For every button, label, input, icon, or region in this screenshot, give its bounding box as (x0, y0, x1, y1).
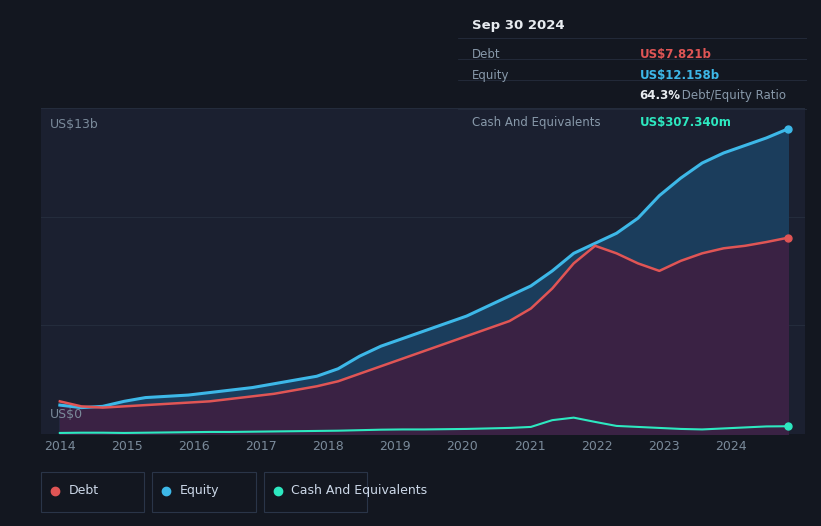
Text: US$12.158b: US$12.158b (640, 69, 720, 82)
Text: Cash And Equivalents: Cash And Equivalents (291, 484, 428, 497)
Text: Equity: Equity (472, 69, 510, 82)
Text: Equity: Equity (180, 484, 219, 497)
FancyBboxPatch shape (264, 471, 367, 512)
Text: 64.3%: 64.3% (640, 89, 681, 102)
Text: US$307.340m: US$307.340m (640, 116, 732, 129)
Text: Debt/Equity Ratio: Debt/Equity Ratio (678, 89, 786, 102)
Text: US$7.821b: US$7.821b (640, 47, 712, 60)
Text: US$0: US$0 (50, 408, 84, 421)
FancyBboxPatch shape (152, 471, 255, 512)
Text: Cash And Equivalents: Cash And Equivalents (472, 116, 601, 129)
Text: US$13b: US$13b (50, 118, 99, 130)
Text: Debt: Debt (472, 47, 501, 60)
FancyBboxPatch shape (40, 471, 144, 512)
Text: Sep 30 2024: Sep 30 2024 (472, 19, 565, 32)
Text: Debt: Debt (68, 484, 99, 497)
